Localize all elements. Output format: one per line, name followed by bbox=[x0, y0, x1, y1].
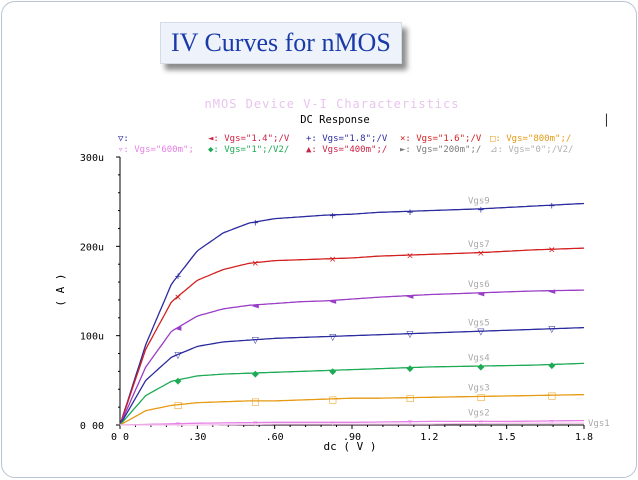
series-marker: ▿ bbox=[408, 418, 413, 428]
series-marker: × bbox=[548, 246, 556, 256]
series-marker: + bbox=[406, 208, 414, 218]
x-tick-label: .90 bbox=[343, 432, 361, 443]
y-tick-label: 300u bbox=[80, 153, 104, 164]
series-marker: □ bbox=[174, 401, 183, 411]
series-marker: □ bbox=[406, 394, 415, 404]
series-line-vgs3 bbox=[119, 393, 585, 426]
series-marker: ◄ bbox=[477, 289, 484, 299]
y-axis-label: ( A ) bbox=[54, 273, 67, 306]
series-marker: × bbox=[329, 255, 337, 265]
series-marker: ◆ bbox=[407, 364, 414, 374]
series-marker: □ bbox=[328, 395, 337, 405]
series-marker: ◆ bbox=[329, 367, 336, 377]
series-line-vgs7 bbox=[119, 247, 585, 426]
x-tick-label: 1.2 bbox=[420, 432, 438, 443]
series-marker: × bbox=[406, 252, 414, 262]
legend-entry: ▲: Vgs="400m";/ bbox=[306, 145, 387, 155]
legend-entry: ▿: Vgs="600m"; bbox=[118, 145, 194, 155]
legend-entry: ×: Vgs="1.6";/V bbox=[400, 134, 482, 144]
series-marker: ◆ bbox=[477, 363, 484, 373]
series-marker: ◆ bbox=[175, 376, 182, 386]
slide-title-box: IV Curves for nMOS bbox=[160, 22, 402, 64]
series-marker: × bbox=[252, 259, 260, 269]
corner-glyph: ▏ bbox=[606, 113, 613, 127]
series-marker: + bbox=[252, 218, 260, 228]
series-line-vgs2 bbox=[119, 419, 585, 426]
series-label: Vgs9 bbox=[468, 196, 490, 206]
legend-entry: ◆: Vgs="1";/V2/ bbox=[208, 145, 289, 155]
x-tick-label: 0 0 bbox=[111, 432, 129, 443]
series-marker: × bbox=[174, 293, 182, 303]
chart-title: nMOS Device V-I Characteristics bbox=[205, 97, 460, 111]
series-label: Vgs7 bbox=[468, 240, 490, 250]
series-label: Vgs3 bbox=[468, 384, 490, 394]
series-label: Vgs6 bbox=[468, 280, 490, 290]
chart-subtitle: DC Response bbox=[300, 114, 370, 126]
series-label: Vgs2 bbox=[468, 408, 490, 418]
legend-entry: +: Vgs="1.8";/V bbox=[306, 134, 388, 144]
series-marker: ◆ bbox=[252, 369, 259, 379]
series-line-vgs9 bbox=[119, 202, 585, 426]
series-layer: +++ + + +Vgs9×× × × × ×Vgs7◄◄ ◄ ◄ ◄ ◄Vgs6▽▽ ▽ ▽ ▽ ▽Vgs5… bbox=[119, 196, 610, 430]
slide-title: IV Curves for nMOS bbox=[171, 28, 391, 57]
series-line-vgs5 bbox=[119, 326, 585, 426]
series-line-vgs6 bbox=[119, 289, 584, 426]
x-tick-label: .60 bbox=[266, 432, 284, 443]
series-marker: + bbox=[477, 205, 485, 215]
x-axis-label: dc ( V ) bbox=[324, 440, 377, 453]
series-marker: + bbox=[174, 272, 182, 282]
series-marker: ▽ bbox=[175, 351, 182, 361]
series-marker: □ bbox=[251, 397, 260, 407]
series-marker: ▽ bbox=[477, 328, 484, 338]
y-tick-label: 0 00 bbox=[80, 421, 104, 432]
series-marker: ◄ bbox=[252, 301, 259, 311]
legend-entry: □: Vgs="800m";/ bbox=[490, 134, 571, 144]
series-marker: ▽ bbox=[329, 333, 336, 343]
series-line-vgs4 bbox=[119, 362, 584, 426]
series-marker: ◄ bbox=[329, 297, 336, 307]
series-marker: ▽ bbox=[407, 330, 414, 340]
legend-entry: ▽: bbox=[118, 134, 129, 144]
x-tick-label: 1.5 bbox=[498, 432, 516, 443]
series-marker: ◄ bbox=[407, 292, 414, 302]
legend-entry: ⊿: Vgs="0";/V2/ bbox=[490, 145, 573, 155]
legend-entry: ►: Vgs="200m";/ bbox=[400, 145, 481, 155]
series-marker: ▿ bbox=[550, 417, 555, 427]
series-marker: □ bbox=[477, 393, 486, 403]
series-marker: ◄ bbox=[548, 287, 555, 297]
series-marker: + bbox=[329, 211, 337, 221]
series-label: Vgs4 bbox=[468, 353, 490, 363]
series-line-vgs1 bbox=[120, 422, 584, 426]
legend-entry: ◄: Vgs="1.4";/V bbox=[208, 134, 290, 144]
series-marker: □ bbox=[548, 392, 557, 402]
series-label: Vgs1 bbox=[588, 419, 610, 429]
series-marker: + bbox=[548, 202, 556, 212]
legend: ▽: ◄: Vgs="1.4";/V +: Vgs="1.8";/V ×: Vgs="… bbox=[118, 134, 573, 155]
series-marker: ▽ bbox=[548, 325, 555, 335]
series-marker: ◆ bbox=[548, 361, 555, 371]
series-marker: ▽ bbox=[252, 336, 259, 346]
series-marker: × bbox=[477, 249, 485, 259]
x-tick-label: 1.8 bbox=[575, 432, 593, 443]
series-marker: ◄ bbox=[175, 324, 182, 334]
y-tick-label: 100u bbox=[80, 332, 104, 343]
x-tick-label: .30 bbox=[188, 432, 206, 443]
series-label: Vgs5 bbox=[468, 319, 490, 329]
y-tick-label: 200u bbox=[80, 242, 104, 253]
